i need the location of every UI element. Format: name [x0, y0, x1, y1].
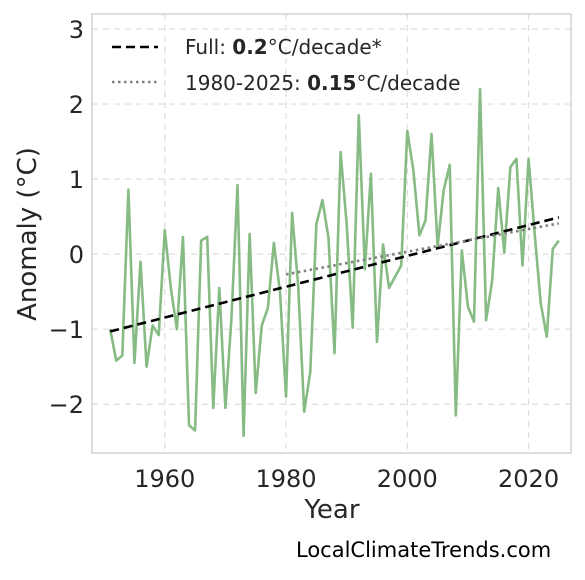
- y-axis-title: Anomaly (°C): [13, 147, 43, 321]
- legend-label-full: Full: 0.2°C/decade*: [185, 35, 382, 59]
- legend-label-recent: 1980-2025: 0.15°C/decade: [185, 71, 460, 95]
- y-tick-label: 2: [69, 91, 84, 119]
- x-tick-label: 1960: [134, 465, 195, 493]
- x-tick-label: 1980: [255, 465, 316, 493]
- plot-frame: [91, 13, 572, 454]
- legend-full-value: 0.2: [232, 35, 267, 59]
- y-tick-label: −2: [49, 391, 84, 419]
- y-tick-label: 3: [69, 16, 84, 44]
- legend-recent-suffix: °C/decade: [356, 71, 460, 95]
- watermark: LocalClimateTrends.com: [296, 538, 552, 562]
- y-tick-label: 0: [69, 241, 84, 269]
- series-layer: [108, 87, 560, 438]
- legend: Full: 0.2°C/decade* 1980-2025: 0.15°C/de…: [112, 35, 460, 95]
- x-tick-label: 2020: [498, 465, 559, 493]
- legend-full-prefix: Full:: [185, 35, 232, 59]
- legend-recent-value: 0.15: [307, 71, 356, 95]
- series-line-anomaly: [108, 87, 560, 438]
- y-tick-label: 1: [69, 166, 84, 194]
- x-tick-label: 2000: [377, 465, 438, 493]
- series-line-trend-full: [109, 216, 560, 333]
- y-tick-label: −1: [49, 316, 84, 344]
- x-axis-title: Year: [303, 495, 359, 525]
- legend-full-suffix: °C/decade*: [268, 35, 382, 59]
- y-axis-ticks: −2 −1 0 1 2 3: [49, 16, 84, 419]
- series-line-trend-recent: [285, 222, 560, 276]
- legend-recent-prefix: 1980-2025:: [185, 71, 307, 95]
- x-axis-ticks: 1960 1980 2000 2020: [134, 465, 559, 493]
